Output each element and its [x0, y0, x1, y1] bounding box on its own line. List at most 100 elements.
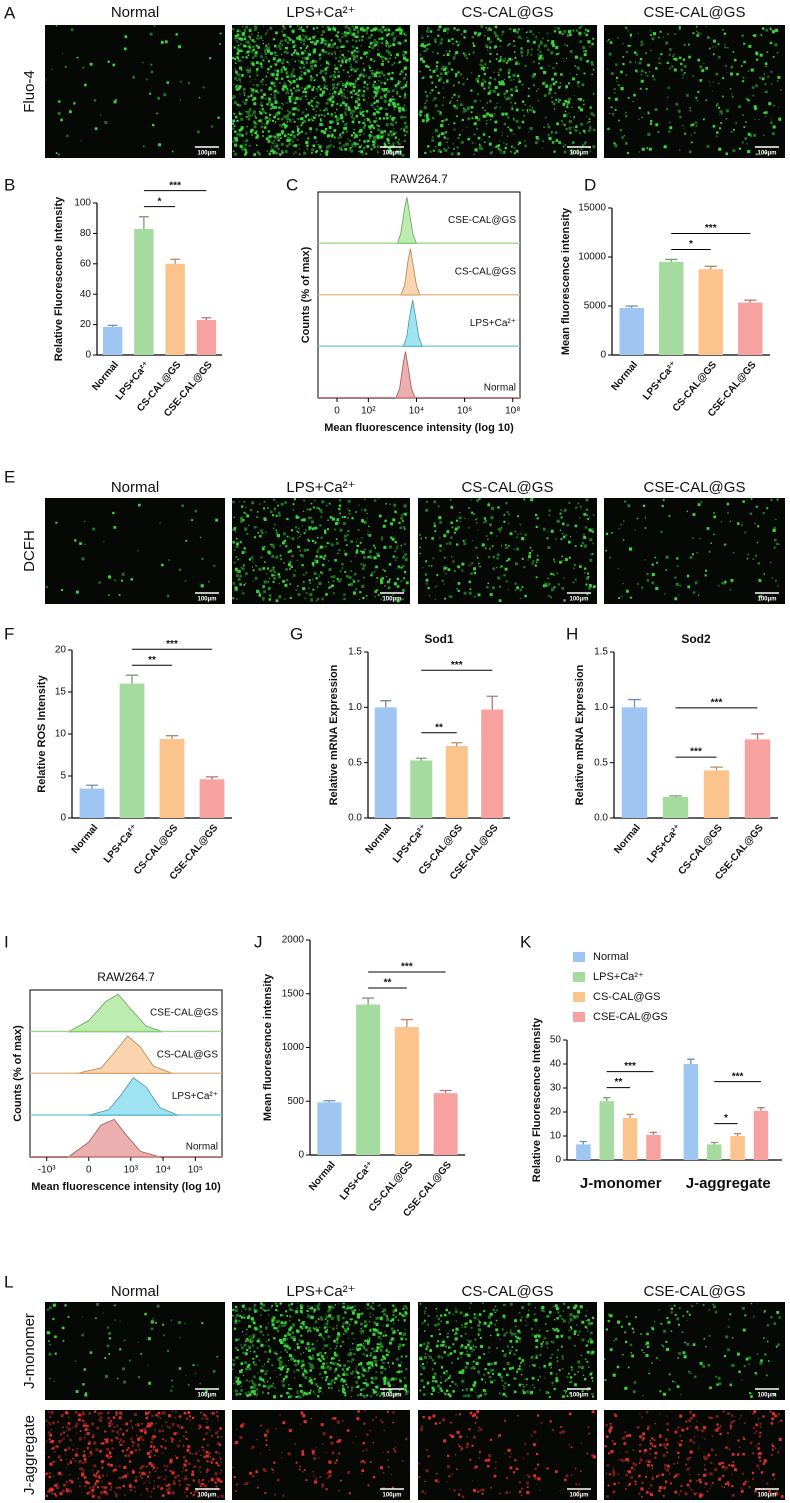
y-tick-label: 20	[550, 1107, 562, 1118]
error-bar	[687, 1058, 695, 1064]
y-tick-label: 10	[55, 729, 67, 740]
bar	[662, 796, 689, 818]
bar	[410, 760, 433, 818]
bar	[659, 261, 684, 355]
bar	[317, 1102, 342, 1155]
micrograph	[418, 1410, 597, 1500]
error-bar	[751, 733, 764, 740]
bar	[683, 1064, 699, 1160]
series-label: Normal	[484, 383, 516, 394]
x-tick-label: 10⁸	[505, 406, 520, 417]
bar	[698, 269, 723, 355]
histogram	[76, 1035, 173, 1074]
legend-swatch	[573, 992, 585, 1002]
y-tick-label: 0.0	[594, 813, 608, 824]
bar	[622, 1118, 638, 1160]
y-tick-label: 10	[550, 1131, 562, 1142]
y-tick-label: 100	[74, 198, 91, 209]
y-tick-label: 5000	[584, 301, 607, 312]
significance-label: ***	[169, 180, 181, 191]
significance-label: ***	[732, 1071, 744, 1082]
bar	[199, 779, 225, 818]
cell-signal	[419, 25, 595, 156]
error-bar	[486, 695, 498, 710]
scale-bar-label: 100μm	[757, 1393, 776, 1399]
error-bar	[400, 1018, 413, 1028]
error-bar	[704, 265, 717, 270]
y-tick-label: 2000	[282, 935, 305, 946]
category-label: Normal	[70, 822, 101, 856]
y-tick-label: 10000	[578, 252, 606, 263]
bar	[356, 1004, 381, 1155]
row-label: J-monomer	[21, 1313, 38, 1389]
bar	[706, 1144, 722, 1160]
x-axis-label: Mean fluorescence intensity (log 10)	[31, 1181, 221, 1193]
error-bar	[170, 258, 180, 264]
significance-label: **	[148, 655, 156, 666]
significance-label: ***	[451, 660, 463, 671]
histogram	[396, 197, 418, 244]
column-label: CSE-CAL@GS	[644, 1283, 746, 1300]
micrograph	[45, 25, 225, 158]
error-bar	[451, 742, 463, 747]
legend-swatch	[573, 972, 585, 982]
micrograph	[418, 498, 597, 604]
y-tick-label: 5	[60, 771, 66, 782]
cell-signal	[232, 498, 408, 602]
y-tick-label: 50	[550, 1035, 562, 1046]
histogram	[399, 248, 421, 296]
column-label: Normal	[111, 479, 159, 496]
significance-label: **	[435, 722, 443, 733]
scale-bar-label: 100μm	[757, 151, 776, 157]
y-axis-label: Counts (% of max)	[12, 1025, 24, 1122]
x-tick-label: 10⁴	[155, 1165, 170, 1176]
error-bar	[323, 1100, 336, 1103]
x-tick-label: 0	[334, 406, 340, 417]
micrograph	[604, 1410, 785, 1500]
category-label: LPS+Ca²⁺	[645, 823, 683, 866]
error-bar	[744, 299, 757, 303]
column-label: CSE-CAL@GS	[644, 479, 746, 496]
micrograph	[418, 1302, 597, 1400]
panel-letter: K	[520, 932, 532, 951]
bar	[621, 707, 648, 818]
micrograph	[45, 498, 225, 604]
bar	[753, 1110, 769, 1160]
scale-bar-label: 100μm	[569, 1393, 588, 1399]
y-tick-label: 1000	[282, 1042, 305, 1053]
bar	[646, 1134, 661, 1160]
panel-letter: A	[4, 3, 16, 22]
y-axis-label: Relative ROS Intensity	[36, 674, 48, 792]
chart-title: RAW264.7	[390, 172, 448, 186]
y-tick-label: 0	[298, 1150, 304, 1161]
significance-label: **	[615, 1077, 623, 1088]
y-tick-label: 0	[60, 813, 66, 824]
error-bar	[380, 700, 392, 708]
column-label: LPS+Ca²⁺	[286, 479, 355, 496]
error-bar	[665, 258, 678, 262]
scale-bar-label: 100μm	[382, 597, 401, 603]
group-label: J-aggregate	[686, 1175, 771, 1192]
y-axis-label: Mean fluorescence intensity	[262, 973, 274, 1121]
bar	[703, 770, 730, 818]
histogram	[402, 300, 423, 347]
chart-title: Sod1	[424, 632, 454, 646]
scale-bar-label: 100μm	[569, 1493, 588, 1499]
error-bar	[85, 784, 99, 789]
error-bar	[710, 1141, 718, 1145]
bar	[738, 302, 763, 355]
error-bar	[139, 216, 149, 229]
chart-title: Sod2	[681, 632, 711, 646]
cell-signal	[607, 25, 782, 156]
panel-letter: E	[4, 467, 15, 486]
x-axis-label: Mean fluorescence intensity (log 10)	[324, 422, 514, 434]
cell-signal	[232, 25, 409, 156]
row-label: J-aggregate	[21, 1415, 38, 1495]
error-bar	[628, 698, 641, 708]
series-label: LPS+Ca²⁺	[172, 1091, 218, 1102]
error-bar	[649, 1131, 658, 1135]
series-label: LPS+Ca²⁺	[470, 318, 516, 329]
error-bar	[205, 776, 219, 780]
scale-bar-label: 100μm	[569, 151, 588, 157]
